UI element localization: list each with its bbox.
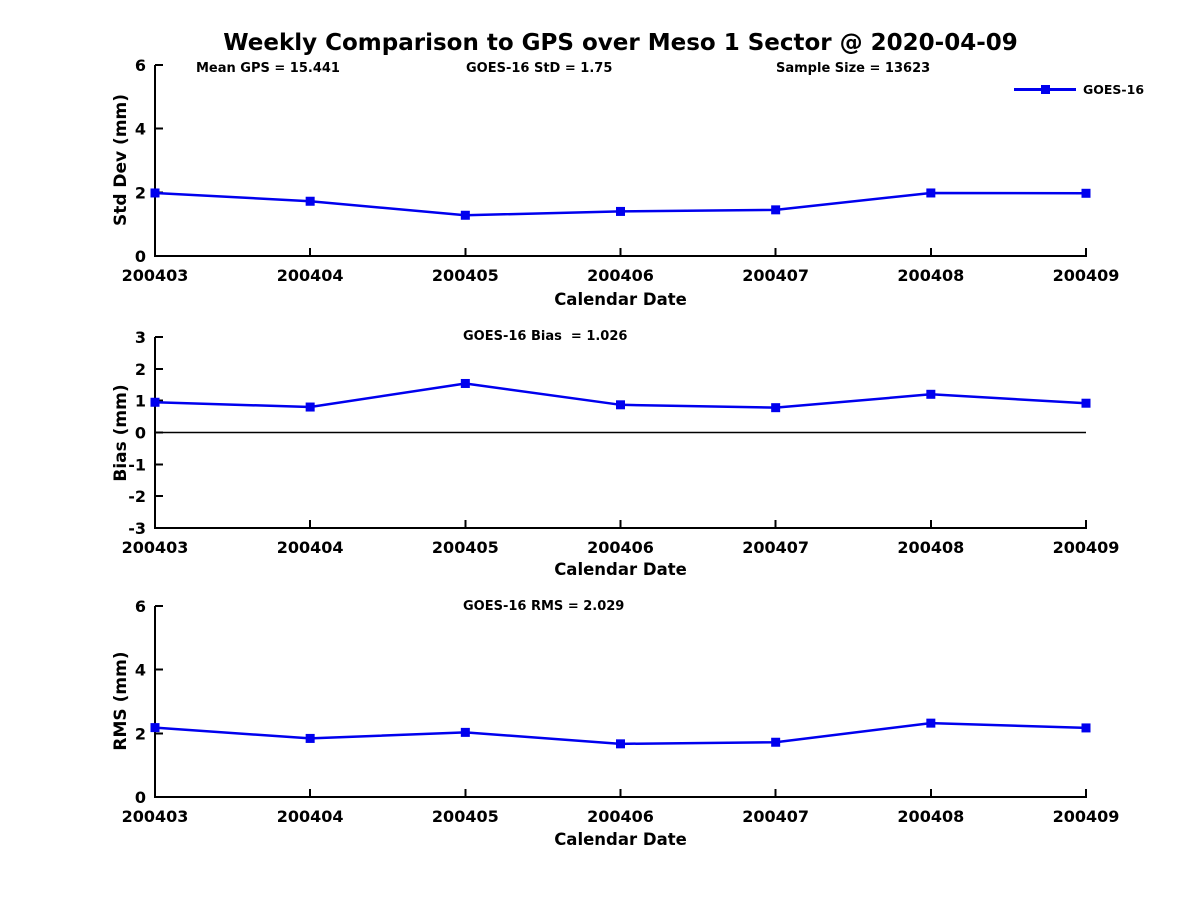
data-point-marker (926, 188, 936, 198)
legend: GOES-16 (1014, 81, 1184, 97)
legend-square-marker-icon (1041, 85, 1050, 94)
data-point-marker (1081, 188, 1091, 198)
x-tick-label: 200405 (432, 538, 499, 557)
data-point-marker (616, 206, 625, 216)
x-tick-label: 200409 (1053, 807, 1120, 826)
x-axis-label-bias: Calendar Date (554, 560, 687, 579)
x-tick-label: 200409 (1053, 266, 1120, 285)
data-point-marker (150, 188, 160, 198)
y-tick-label: 2 (135, 360, 146, 379)
y-tick-label: 4 (135, 661, 146, 680)
x-tick-label: 200403 (122, 807, 189, 826)
data-point-marker (150, 397, 160, 407)
data-point-marker (616, 739, 625, 749)
y-axis-label-bias: Bias (mm) (111, 384, 131, 482)
x-tick-label: 200403 (122, 538, 189, 557)
series-line (154, 382, 1087, 409)
data-point-marker (771, 737, 781, 747)
data-point-marker (1081, 398, 1091, 408)
x-tick-label: 200407 (742, 538, 809, 557)
data-point-marker (1081, 723, 1091, 733)
y-tick-label: 1 (135, 392, 146, 411)
x-tick-label: 200403 (122, 266, 189, 285)
x-tick-label: 200409 (1053, 538, 1120, 557)
y-tick-label: 4 (135, 120, 146, 139)
data-point-marker (926, 389, 936, 399)
y-tick-label: 6 (135, 56, 146, 75)
series-line (154, 191, 1087, 217)
y-tick-label: -2 (128, 487, 146, 506)
x-tick-label: 200404 (277, 807, 344, 826)
x-tick-label: 200408 (897, 538, 964, 557)
x-tick-label: 200404 (277, 538, 344, 557)
y-axis-label-rms: RMS (mm) (111, 651, 131, 751)
data-point-marker (771, 403, 781, 413)
x-tick-label: 200407 (742, 807, 809, 826)
data-point-marker (771, 205, 781, 215)
y-tick-label: -3 (128, 519, 146, 538)
y-tick-label: -1 (128, 455, 146, 474)
x-tick-label: 200404 (277, 266, 344, 285)
x-tick-label: 200408 (897, 807, 964, 826)
data-point-marker (150, 723, 160, 733)
y-tick-label: 0 (135, 424, 146, 443)
data-point-marker (926, 718, 936, 728)
y-tick-label: 2 (135, 724, 146, 743)
x-tick-label: 200406 (587, 807, 654, 826)
series-line (154, 721, 1087, 746)
data-point-marker (460, 210, 470, 220)
y-tick-label: 3 (135, 328, 146, 347)
data-point-marker (305, 733, 315, 743)
annotation-goes16-std: GOES-16 StD = 1.75 (466, 61, 613, 76)
y-axis-label-stddev: Std Dev (mm) (111, 93, 131, 227)
y-tick-label: 0 (135, 788, 146, 807)
figure-title: Weekly Comparison to GPS over Meso 1 Sec… (223, 30, 1018, 56)
annotation-mean-gps: Mean GPS = 15.441 (196, 61, 340, 76)
x-axis-label-stddev: Calendar Date (554, 290, 687, 309)
x-tick-label: 200406 (587, 266, 654, 285)
data-point-marker (460, 378, 470, 388)
x-tick-label: 200405 (432, 807, 499, 826)
y-tick-label: 0 (135, 247, 146, 266)
legend-label: GOES-16 (1083, 82, 1145, 97)
x-tick-label: 200407 (742, 266, 809, 285)
x-tick-label: 200408 (897, 266, 964, 285)
x-tick-label: 200405 (432, 266, 499, 285)
y-tick-label: 2 (135, 183, 146, 202)
data-point-marker (305, 196, 315, 206)
subtitle-goes16-rms: GOES-16 RMS = 2.029 (463, 599, 625, 614)
data-point-marker (460, 727, 470, 737)
data-point-marker (305, 402, 315, 412)
data-point-marker (616, 400, 625, 410)
x-tick-label: 200406 (587, 538, 654, 557)
y-tick-label: 6 (135, 597, 146, 616)
subtitle-goes16-bias: GOES-16 Bias = 1.026 (463, 329, 628, 344)
x-axis-label-rms: Calendar Date (554, 830, 687, 849)
annotation-sample-size: Sample Size = 13623 (776, 61, 931, 76)
